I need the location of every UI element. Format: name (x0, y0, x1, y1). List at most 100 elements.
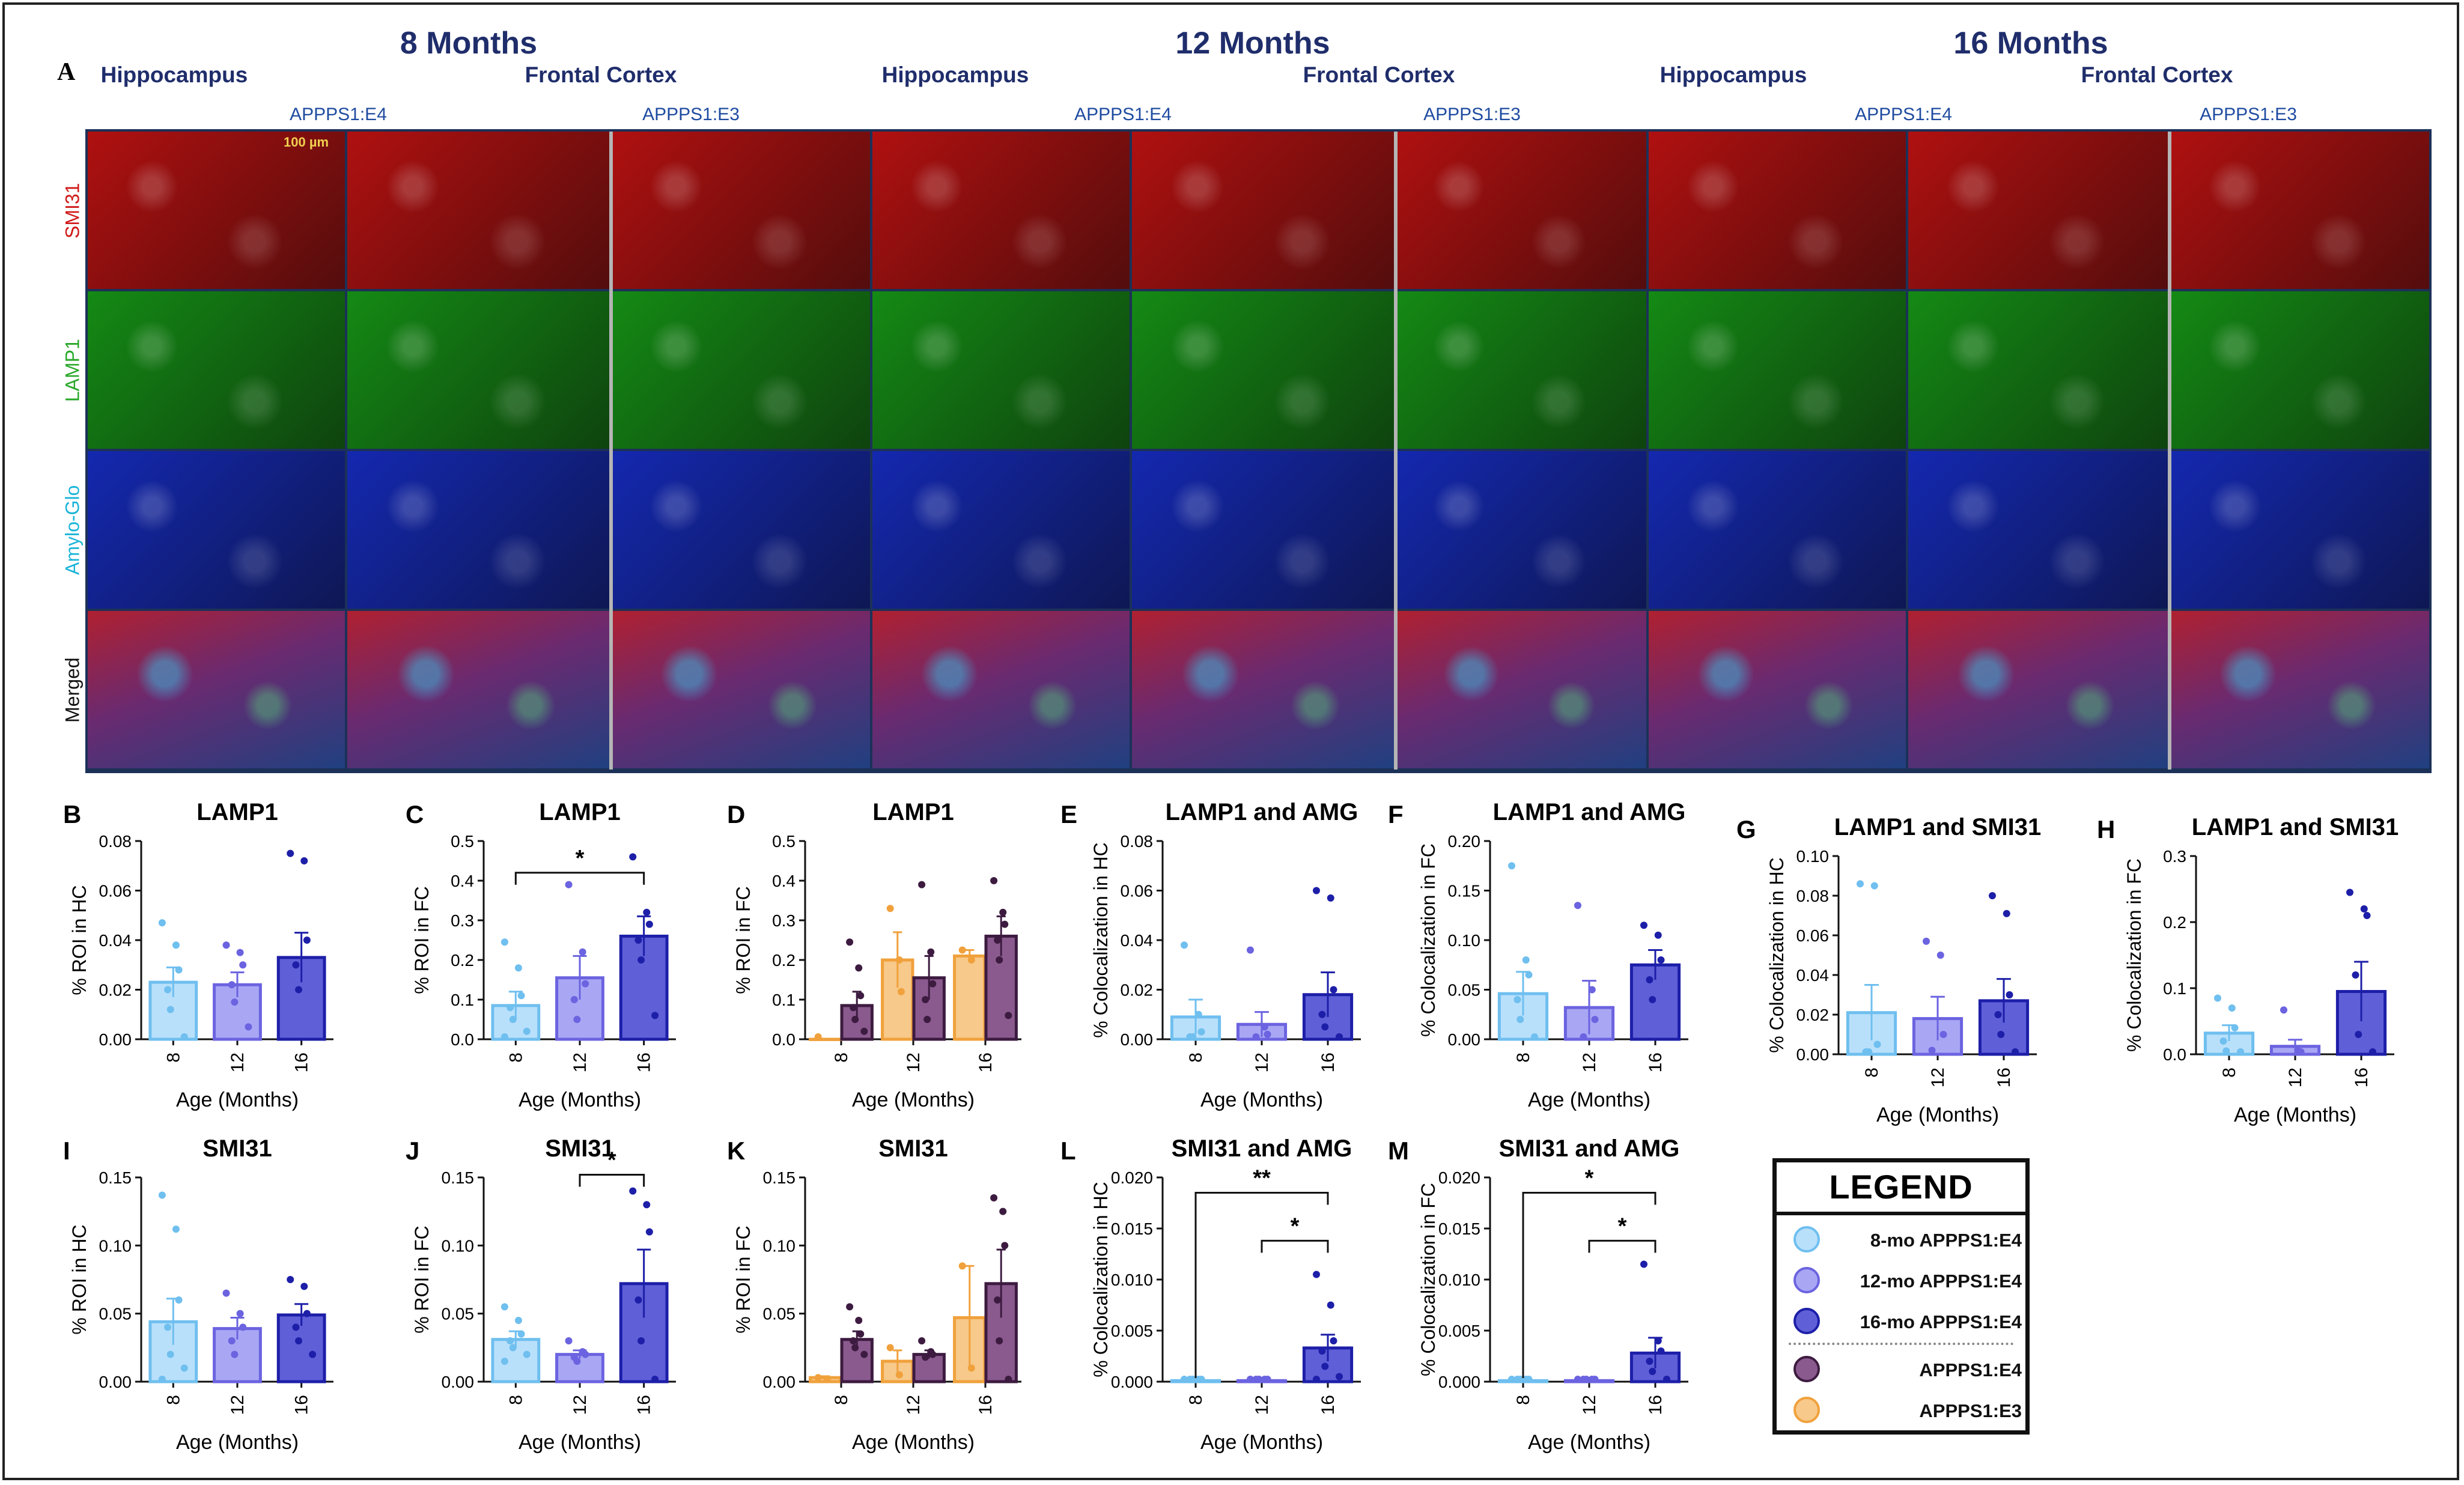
data-point (228, 981, 236, 989)
y-tick-label: 0.2 (2163, 913, 2186, 932)
x-tick-label: 8 (1862, 1067, 1882, 1078)
panel-label-k: K (727, 1137, 745, 1165)
data-point (570, 996, 578, 1003)
image-tile-amylo-glo-3 (612, 451, 870, 609)
image-tile-smi31-4 (872, 132, 1130, 289)
y-tick-label: 0.08 (99, 832, 132, 851)
y-tick-label: 0.010 (1438, 1271, 1480, 1289)
data-point (300, 857, 308, 864)
chart-title: LAMP1 and SMI31 (1834, 814, 2042, 840)
data-point (996, 1337, 1003, 1344)
x-tick-label: 16 (634, 1052, 654, 1072)
data-point (287, 849, 294, 857)
y-tick-label: 0.1 (451, 991, 474, 1009)
data-point (994, 937, 1002, 944)
data-point (2297, 1048, 2305, 1055)
data-point (999, 1207, 1007, 1215)
y-tick-label: 0.00 (1796, 1045, 1830, 1064)
image-tile-amylo-glo-6 (1396, 451, 1646, 609)
data-point (573, 1016, 581, 1023)
panel-label-g: G (1736, 815, 1756, 843)
data-point (629, 853, 637, 861)
y-tick-label: 0.1 (2163, 979, 2186, 998)
data-point (634, 1296, 642, 1304)
y-tick-label: 0.00 (99, 1373, 132, 1391)
data-point (999, 908, 1007, 916)
y-tick-label: 0.0 (451, 1030, 474, 1049)
month-header-16: 16 Months (1953, 26, 2108, 61)
data-point (166, 1350, 174, 1358)
data-point (166, 1006, 174, 1013)
chart-j: J SMI31 % ROI in FC 0.00 0.05 0.10 0.15 8 12 16 Ag… (406, 1135, 676, 1454)
data-point (922, 996, 929, 1003)
y-tick-label: 0.2 (451, 951, 474, 970)
data-point (967, 1364, 975, 1372)
data-point (1525, 1376, 1533, 1383)
data-point (851, 1016, 859, 1023)
y-axis-label: % Colocalization in FC (1417, 843, 1439, 1037)
data-point (1580, 1033, 1587, 1040)
y-tick-label: 0.015 (1111, 1219, 1153, 1238)
data-point (287, 1276, 294, 1283)
x-tick-label: 16 (2352, 1067, 2371, 1087)
image-tile-lamp1-2 (347, 291, 609, 449)
region-frontal-cortex-12: Frontal Cortex (1303, 62, 1455, 87)
data-point (857, 1330, 865, 1338)
data-point (1657, 956, 1665, 964)
data-point (2355, 1031, 2362, 1038)
x-tick-label: 12 (228, 1052, 248, 1072)
y-tick-label: 0.000 (1111, 1373, 1153, 1391)
y-axis-label: % ROI in FC (732, 886, 754, 994)
y-tick-label: 0.04 (1796, 966, 1830, 985)
data-point (517, 992, 525, 1000)
y-tick-label: 0.015 (1438, 1219, 1480, 1238)
data-point (643, 908, 651, 916)
data-point (180, 1033, 188, 1040)
y-tick-label: 0.5 (451, 832, 474, 851)
chart-l: L SMI31 and AMG % Colocalization in HC0.00… (1060, 1135, 1361, 1454)
data-point (239, 1323, 247, 1331)
data-point (2003, 910, 2010, 917)
data-point (1873, 1040, 1881, 1048)
x-tick-label: 8 (1186, 1052, 1206, 1063)
significance-label: * (1585, 1166, 1594, 1191)
genotype-label-12-e4: APPPS1:E4 (1074, 105, 1172, 124)
image-tile-merged-6 (1396, 611, 1646, 768)
image-tile-smi31-3 (612, 132, 870, 289)
region-hippocampus-8: Hippocampus (100, 62, 248, 87)
data-point (996, 956, 1003, 964)
panel-label-f: F (1388, 800, 1404, 828)
data-point (1591, 1376, 1599, 1383)
x-axis-label: Age (Months) (1200, 1089, 1323, 1111)
data-point (239, 961, 247, 969)
data-point (651, 1012, 659, 1019)
data-point (860, 1027, 868, 1035)
y-axis-label: % ROI in FC (411, 886, 433, 994)
data-point (814, 1374, 822, 1382)
y-tick-label: 0.020 (1438, 1168, 1480, 1187)
data-point (517, 1330, 525, 1338)
y-tick-label: 0.00 (1121, 1030, 1154, 1049)
data-point (994, 1296, 1002, 1304)
data-point (1657, 1347, 1665, 1355)
chart-f: F LAMP1 and AMG % Colocalization in FC 0.00… (1388, 799, 1688, 1111)
chart-g: G LAMP1 and SMI31 % Colocalization in HC 0.… (1736, 814, 2042, 1126)
legend-label-16mo: 16-mo APPPS1:E4 (1860, 1311, 2022, 1332)
data-point (509, 1016, 517, 1023)
x-axis-label: Age (Months) (1528, 1431, 1650, 1454)
data-point (1936, 952, 1944, 959)
panel-label-h: H (2097, 815, 2115, 843)
panel-label-b: B (63, 800, 81, 828)
data-point (637, 1337, 645, 1344)
x-tick-label: 8 (1513, 1395, 1533, 1405)
data-point (2006, 991, 2013, 998)
y-tick-label: 0.02 (1796, 1006, 1830, 1024)
data-point (180, 1364, 188, 1372)
data-point (1928, 1046, 1936, 1054)
y-tick-label: 0.06 (1121, 882, 1154, 900)
data-point (1649, 996, 1656, 1003)
data-point (523, 1350, 531, 1358)
y-tick-label: 0.00 (442, 1373, 475, 1391)
data-point (1654, 931, 1662, 939)
data-point (506, 1337, 514, 1344)
